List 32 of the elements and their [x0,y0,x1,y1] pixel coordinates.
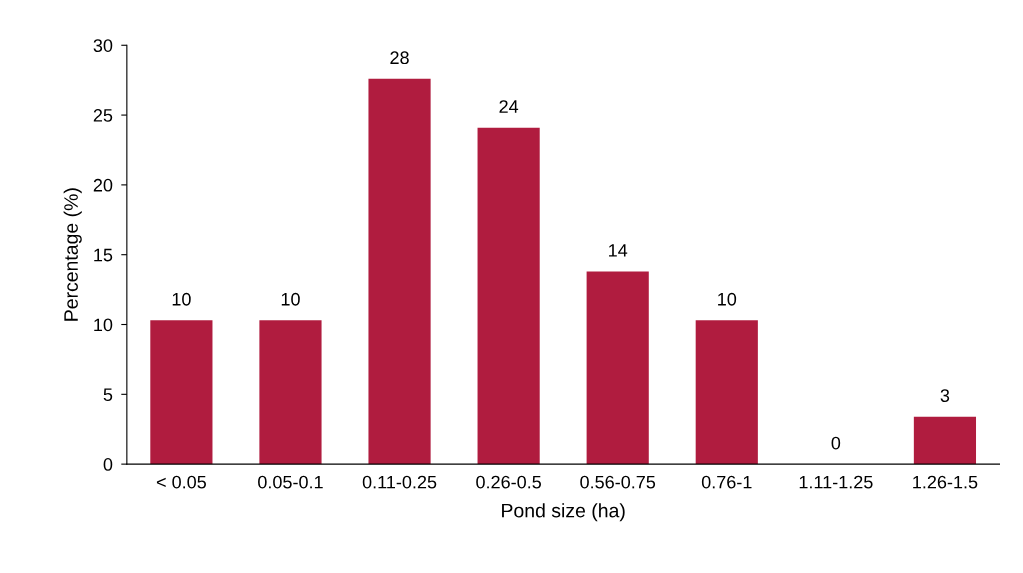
x-tick-label: 0.26-0.5 [476,475,541,489]
y-tick-label: 10 [94,318,113,332]
data-label: 24 [499,100,519,113]
y-tick-label: 15 [94,248,113,262]
x-tick-label: 1.11-1.25 [799,475,873,489]
data-label: 14 [609,244,628,257]
bar [695,320,758,465]
data-label: 10 [172,292,191,306]
data-label: 28 [390,51,409,65]
bar [259,320,322,465]
x-tick-label: 1.26-1.5 [913,475,978,489]
data-label: 10 [281,292,300,306]
data-label: 0 [831,436,841,450]
bar [477,127,540,465]
x-tick-label: 0.05-0.1 [258,475,323,489]
y-axis-title: Percentage (%) [63,188,82,321]
x-tick-label: 0.76-1 [701,475,752,489]
bar [368,78,431,465]
x-axis-title: Pond size (ha) [502,503,625,522]
data-label: 3 [940,389,950,402]
x-tick-label: 0.11-0.25 [362,475,437,489]
bar [586,271,649,465]
y-tick-label: 30 [93,39,113,52]
y-tick-label: 0 [103,458,113,471]
data-label: 10 [718,292,737,306]
bar [913,416,977,465]
y-tick-label: 20 [93,178,113,192]
x-tick-label: < 0.05 [156,475,206,489]
bar [150,320,213,465]
x-tick-label: 0.56-0.75 [580,475,656,489]
y-tick-label: 5 [103,388,113,402]
y-tick-label: 25 [93,109,113,122]
